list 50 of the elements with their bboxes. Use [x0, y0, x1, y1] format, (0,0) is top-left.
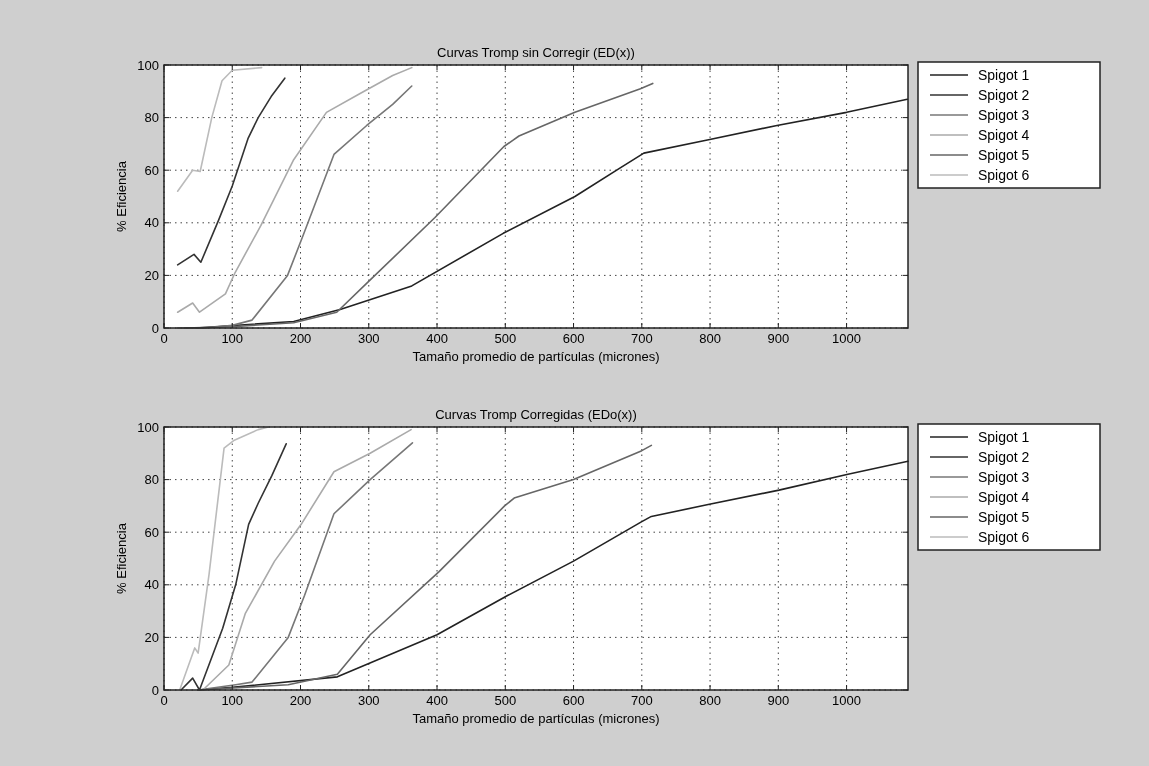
- y-tick-label: 100: [137, 419, 159, 435]
- y-tick-label: 80: [144, 110, 159, 126]
- y-tick-label: 40: [144, 215, 159, 231]
- x-tick-label: 400: [426, 331, 448, 346]
- x-tick-label: 200: [289, 331, 312, 346]
- y-tick-label: 40: [144, 577, 159, 593]
- x-tick-label: 300: [357, 693, 380, 708]
- x-tick-label: 400: [426, 693, 448, 708]
- y-tick-label: 60: [144, 162, 159, 178]
- y-tick-label: 100: [137, 57, 159, 73]
- x-axis-title: Tamaño promedio de partículas (micrones): [412, 711, 660, 726]
- legend-label: Spigot 2: [978, 449, 1030, 465]
- x-tick-label: 700: [630, 331, 653, 346]
- x-tick-label: 900: [767, 331, 790, 346]
- y-tick-label: 80: [144, 472, 159, 488]
- legend-label: Spigot 6: [978, 167, 1030, 183]
- chart-title: Curvas Tromp sin Corregir (ED(x)): [437, 45, 635, 60]
- legend-label: Spigot 5: [978, 147, 1030, 163]
- y-tick-label: 20: [144, 267, 159, 283]
- x-tick-label: 1000: [832, 331, 862, 346]
- x-tick-label: 800: [699, 331, 721, 346]
- x-tick-label: 900: [767, 693, 790, 708]
- legend-label: Spigot 4: [978, 127, 1030, 143]
- x-tick-label: 500: [494, 331, 517, 346]
- y-axis-title: % Eficiencia: [114, 522, 129, 594]
- y-tick-label: 60: [144, 524, 159, 540]
- x-tick-label: 100: [221, 693, 244, 708]
- x-tick-label: 200: [289, 693, 312, 708]
- x-tick-label: 700: [630, 693, 653, 708]
- x-axis-title: Tamaño promedio de partículas (micrones): [412, 349, 660, 364]
- y-tick-label: 0: [151, 320, 159, 336]
- y-tick-label: 0: [151, 682, 159, 698]
- x-tick-label: 800: [699, 693, 721, 708]
- y-axis-title: % Eficiencia: [114, 160, 129, 232]
- legend-label: Spigot 5: [978, 509, 1030, 525]
- legend-label: Spigot 3: [978, 107, 1030, 123]
- legend-label: Spigot 4: [978, 489, 1030, 505]
- x-tick-label: 1000: [832, 693, 862, 708]
- y-tick-label: 20: [144, 629, 159, 645]
- x-tick-label: 500: [494, 693, 517, 708]
- legend-label: Spigot 1: [978, 67, 1030, 83]
- chart-title: Curvas Tromp Corregidas (EDo(x)): [435, 407, 637, 422]
- legend-label: Spigot 2: [978, 87, 1030, 103]
- x-tick-label: 600: [562, 693, 585, 708]
- legend-label: Spigot 3: [978, 469, 1030, 485]
- legend-label: Spigot 1: [978, 429, 1030, 445]
- legend-label: Spigot 6: [978, 529, 1030, 545]
- x-tick-label: 300: [357, 331, 380, 346]
- x-tick-label: 100: [221, 331, 244, 346]
- x-tick-label: 600: [562, 331, 585, 346]
